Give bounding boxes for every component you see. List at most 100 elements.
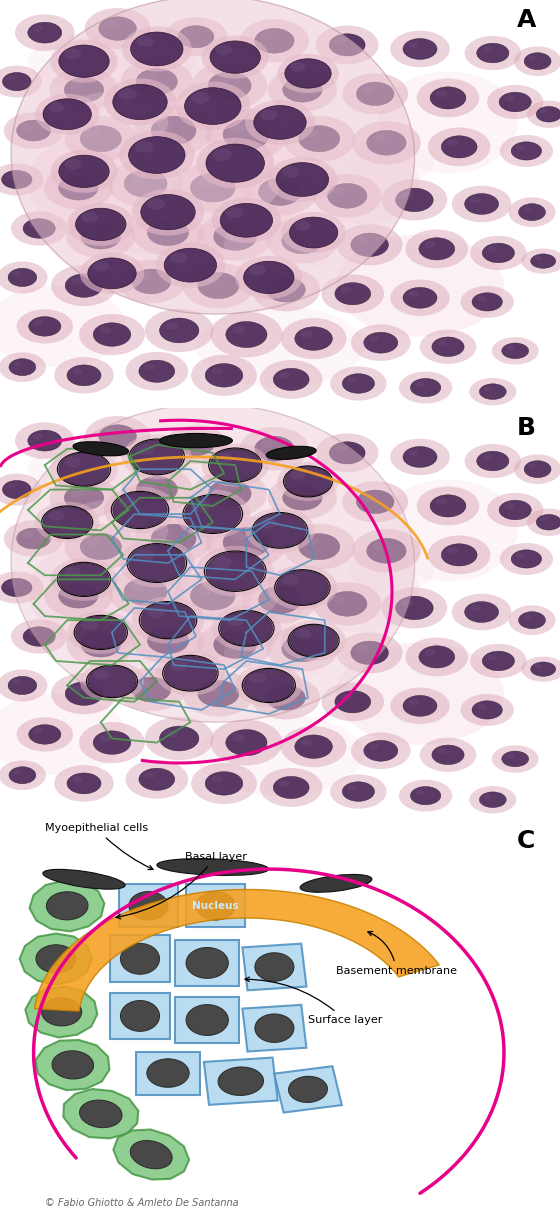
Ellipse shape (487, 84, 543, 119)
Ellipse shape (452, 186, 511, 223)
Ellipse shape (8, 677, 37, 694)
Ellipse shape (245, 508, 315, 553)
Ellipse shape (0, 670, 48, 701)
Ellipse shape (43, 99, 91, 130)
Ellipse shape (29, 317, 61, 337)
Ellipse shape (119, 131, 194, 180)
Ellipse shape (204, 684, 217, 693)
Ellipse shape (428, 127, 491, 166)
Ellipse shape (373, 542, 385, 550)
Ellipse shape (197, 177, 212, 187)
Ellipse shape (17, 528, 50, 550)
Ellipse shape (479, 792, 506, 808)
Ellipse shape (226, 730, 267, 755)
Ellipse shape (158, 529, 172, 537)
Ellipse shape (487, 655, 497, 661)
Ellipse shape (76, 208, 126, 241)
Polygon shape (30, 880, 104, 931)
Ellipse shape (175, 490, 250, 539)
Ellipse shape (154, 632, 167, 640)
Ellipse shape (288, 1076, 328, 1103)
Ellipse shape (267, 625, 338, 672)
Ellipse shape (328, 184, 367, 208)
Ellipse shape (23, 627, 55, 646)
Ellipse shape (34, 319, 44, 326)
Ellipse shape (295, 327, 333, 350)
Ellipse shape (502, 343, 529, 359)
Ellipse shape (141, 602, 195, 638)
Ellipse shape (48, 103, 64, 113)
Ellipse shape (447, 547, 458, 554)
Ellipse shape (49, 476, 119, 519)
Ellipse shape (378, 480, 518, 581)
Ellipse shape (135, 548, 153, 561)
Ellipse shape (523, 614, 531, 619)
Ellipse shape (108, 159, 183, 208)
Ellipse shape (479, 384, 506, 399)
Ellipse shape (469, 378, 516, 405)
Ellipse shape (29, 725, 61, 744)
Ellipse shape (266, 685, 305, 710)
Ellipse shape (72, 776, 83, 782)
Ellipse shape (470, 605, 480, 611)
Ellipse shape (112, 659, 168, 688)
Ellipse shape (87, 636, 100, 644)
Ellipse shape (125, 351, 188, 390)
Ellipse shape (329, 34, 365, 56)
Ellipse shape (367, 539, 406, 563)
Ellipse shape (85, 9, 151, 49)
Ellipse shape (212, 198, 281, 242)
Ellipse shape (290, 217, 338, 248)
Ellipse shape (352, 529, 421, 573)
Ellipse shape (174, 163, 252, 213)
Ellipse shape (156, 242, 225, 288)
Ellipse shape (144, 717, 214, 760)
Ellipse shape (540, 517, 548, 521)
Ellipse shape (424, 241, 436, 248)
Ellipse shape (51, 266, 117, 306)
Ellipse shape (144, 771, 156, 778)
Ellipse shape (408, 449, 419, 457)
Ellipse shape (285, 59, 331, 88)
Ellipse shape (305, 130, 318, 138)
Ellipse shape (378, 71, 518, 174)
Ellipse shape (132, 596, 204, 644)
Ellipse shape (22, 124, 32, 130)
Ellipse shape (536, 514, 560, 530)
Ellipse shape (340, 286, 352, 293)
Ellipse shape (220, 203, 273, 237)
Ellipse shape (28, 630, 38, 636)
Ellipse shape (441, 136, 477, 158)
Ellipse shape (43, 869, 125, 889)
Ellipse shape (0, 474, 42, 506)
Ellipse shape (151, 116, 196, 144)
Ellipse shape (419, 237, 455, 259)
Ellipse shape (186, 1005, 228, 1036)
Ellipse shape (483, 387, 492, 392)
Polygon shape (186, 884, 245, 928)
Ellipse shape (99, 327, 111, 334)
Ellipse shape (191, 763, 257, 804)
Ellipse shape (328, 591, 367, 616)
Ellipse shape (112, 143, 280, 224)
Ellipse shape (160, 433, 232, 448)
Ellipse shape (395, 596, 433, 619)
Ellipse shape (482, 47, 492, 53)
Polygon shape (175, 940, 239, 987)
Ellipse shape (298, 126, 340, 152)
Ellipse shape (492, 337, 539, 365)
Ellipse shape (192, 470, 267, 518)
Ellipse shape (136, 476, 178, 503)
Text: Basement membrane: Basement membrane (336, 931, 457, 976)
Ellipse shape (441, 543, 477, 565)
Ellipse shape (226, 207, 244, 218)
Ellipse shape (88, 258, 136, 289)
Ellipse shape (273, 776, 309, 798)
Ellipse shape (132, 618, 204, 663)
Ellipse shape (116, 259, 186, 304)
Ellipse shape (65, 524, 137, 569)
Ellipse shape (408, 290, 419, 297)
Ellipse shape (335, 690, 371, 712)
Ellipse shape (381, 588, 447, 628)
Ellipse shape (477, 43, 509, 62)
